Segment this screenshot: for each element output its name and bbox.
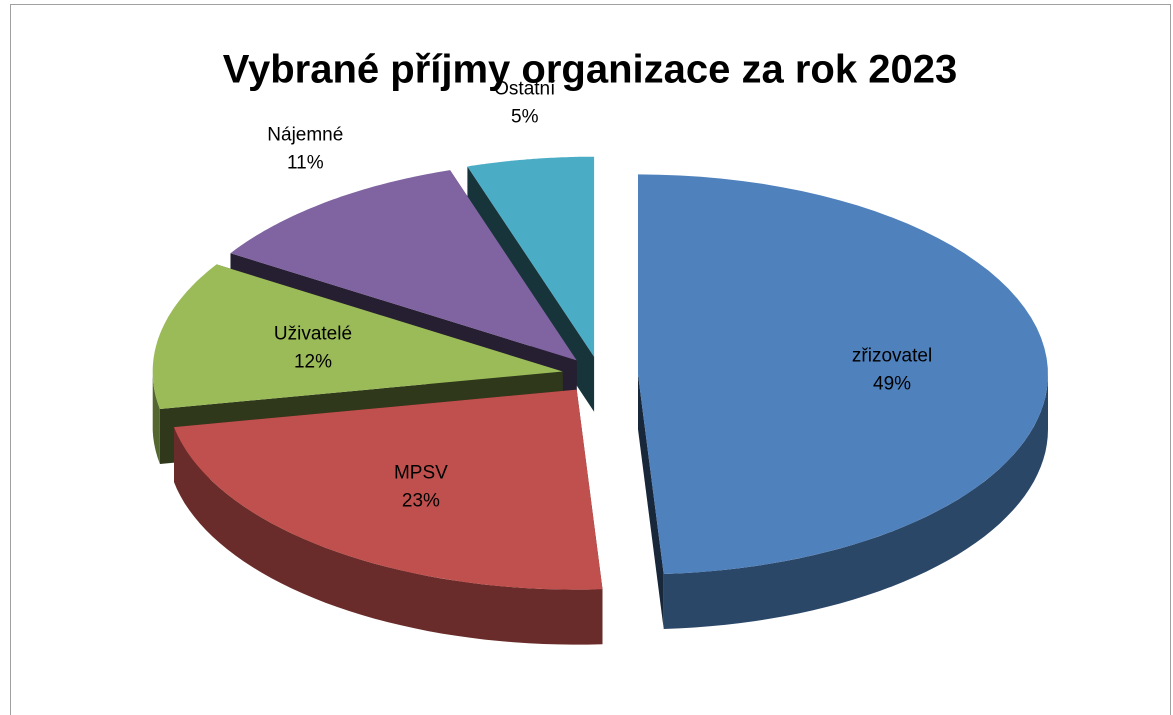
pie-slice bbox=[152, 264, 563, 409]
slice-value-label: 23% bbox=[402, 491, 440, 512]
slice-side bbox=[638, 374, 664, 629]
slice-label: Nájemné bbox=[267, 125, 343, 146]
pie-tops bbox=[152, 156, 1048, 590]
slice-value-label: 49% bbox=[873, 374, 911, 395]
slice-label: Ostatní bbox=[494, 78, 556, 99]
pie-slice bbox=[467, 156, 595, 357]
slice-label: zřizovatel bbox=[852, 346, 932, 367]
slice-wall bbox=[663, 374, 1048, 629]
pie-labels: zřizovatel 49% MPSV 23% Uživatelé 12% Nájemné 1… bbox=[267, 78, 932, 511]
slice-wall bbox=[174, 427, 603, 645]
slice-value-label: 12% bbox=[294, 351, 332, 372]
slice-label: Uživatelé bbox=[274, 323, 352, 344]
slice-value-label: 5% bbox=[511, 106, 539, 127]
slice-wall bbox=[152, 371, 160, 464]
pie-slice bbox=[230, 170, 577, 361]
slice-label: MPSV bbox=[394, 463, 448, 484]
pie-slice bbox=[174, 389, 603, 590]
pie-slice bbox=[638, 174, 1048, 574]
slice-value-label: 11% bbox=[287, 153, 324, 174]
chart-title: Vybrané příjmy organizace za rok 2023 bbox=[223, 48, 957, 92]
